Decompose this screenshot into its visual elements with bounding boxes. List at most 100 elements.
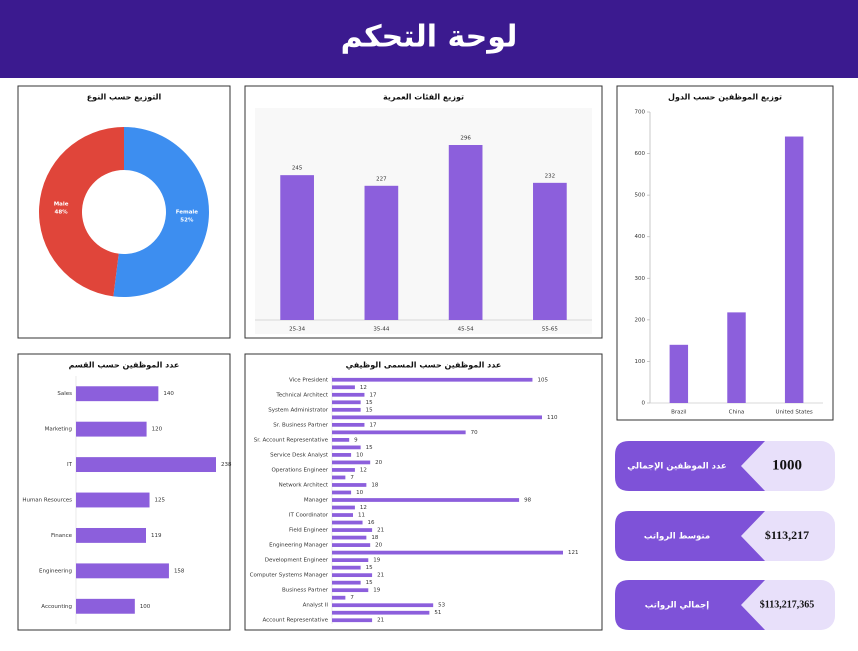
y-tick-label: Accounting: [41, 604, 72, 610]
chart-title: توزيع الموظفين حسب الدول: [668, 93, 782, 102]
y-tick-label: Service Desk Analyst: [270, 452, 329, 458]
y-tick-label: Sr. Account Representative: [254, 437, 329, 443]
bar: [727, 312, 746, 403]
data-label: 16: [368, 520, 375, 526]
bar: [332, 377, 533, 382]
y-tick-label: Vice President: [289, 377, 329, 383]
data-label: 119: [151, 533, 162, 539]
kpi-label-band: [615, 441, 765, 491]
y-tick-label: 100: [635, 359, 646, 365]
y-tick-label: Technical Architect: [275, 392, 329, 398]
data-label: 12: [360, 467, 367, 473]
data-label: 238: [221, 462, 232, 468]
bar: [332, 610, 430, 615]
kpi-label: عدد الموظفين الإجمالي: [627, 462, 726, 472]
data-label: 140: [163, 391, 174, 397]
data-label: 17: [369, 392, 376, 398]
kpi-label: إجمالي الرواتب: [645, 601, 710, 611]
data-label: 245: [292, 166, 303, 172]
y-tick-label: Marketing: [45, 427, 72, 433]
data-label: 20: [375, 460, 382, 466]
bar: [332, 475, 346, 480]
y-tick-label: IT Coordinator: [289, 513, 329, 519]
bar: [784, 136, 804, 403]
y-tick-label: Network Architect: [279, 482, 329, 488]
y-tick-label: Development Engineer: [265, 558, 329, 564]
data-label: 10: [356, 452, 363, 458]
bar: [332, 392, 365, 397]
data-label: 19: [373, 558, 380, 564]
header-bar: [0, 0, 858, 78]
data-label: 15: [366, 580, 373, 586]
y-tick-label: Sales: [57, 391, 72, 397]
chart-title: توزيع الفئات العمرية: [383, 93, 464, 102]
bar: [332, 588, 369, 593]
data-label: 98: [524, 498, 531, 504]
bar: [332, 565, 361, 570]
bar: [332, 580, 361, 585]
data-label: 120: [152, 427, 163, 433]
bar: [76, 563, 169, 579]
data-label: 10: [356, 490, 363, 496]
x-tick-label: China: [729, 410, 745, 416]
bar: [332, 573, 373, 578]
x-tick-label: 35-44: [373, 327, 389, 333]
y-tick-label: 300: [635, 276, 646, 282]
kpi-value: $113,217,365: [760, 599, 814, 610]
bar: [332, 460, 371, 465]
data-label: 17: [369, 422, 376, 428]
y-tick-label: Engineering Manager: [269, 543, 329, 549]
bar: [332, 520, 363, 525]
x-tick-label: 25-34: [289, 327, 305, 333]
x-tick-label: 55-65: [542, 327, 558, 333]
bar: [332, 430, 466, 435]
y-tick-label: 400: [635, 234, 646, 240]
data-label: 21: [377, 528, 384, 534]
kpi-value: 1000: [772, 457, 802, 473]
bar: [332, 483, 367, 487]
bar: [332, 468, 355, 472]
data-label: 232: [545, 173, 556, 179]
data-label: 11: [358, 513, 365, 519]
kpi-label: متوسط الرواتب: [644, 532, 710, 542]
bar: [332, 528, 373, 532]
bar: [332, 400, 361, 405]
chart-title: عدد الموظفين حسب المسمى الوظيفي: [346, 361, 502, 370]
y-tick-label: 200: [635, 317, 646, 323]
data-label: 18: [371, 535, 378, 541]
pie-slice: [113, 127, 210, 297]
bar: [332, 407, 361, 412]
bar: [332, 513, 353, 517]
slice-value-label: 48%: [55, 210, 69, 216]
data-label: 18: [371, 482, 378, 488]
x-tick-label: 45-54: [458, 327, 474, 333]
chart-title: التوزيع حسب النوع: [87, 93, 162, 102]
bar: [332, 558, 369, 562]
data-label: 21: [377, 618, 384, 624]
bar: [332, 422, 365, 427]
data-label: 21: [377, 573, 384, 579]
bar: [332, 618, 373, 623]
bar: [332, 490, 352, 495]
slice-label: Female: [176, 209, 199, 215]
bar: [448, 145, 483, 320]
bar: [332, 453, 352, 457]
bar: [76, 457, 216, 473]
y-tick-label: 500: [635, 193, 646, 199]
y-tick-label: Operations Engineer: [272, 467, 329, 473]
data-label: 12: [360, 385, 367, 391]
bar: [76, 492, 150, 508]
data-label: 15: [366, 400, 373, 406]
kpi-label-band: [615, 580, 765, 630]
bar: [76, 598, 135, 614]
data-label: 20: [375, 543, 382, 549]
data-label: 53: [438, 603, 445, 609]
chart-title: عدد الموظفين حسب القسم: [69, 361, 180, 370]
bar: [332, 385, 355, 390]
bar: [332, 595, 346, 600]
kpi-label-band: [615, 511, 765, 561]
x-tick-label: United States: [776, 410, 813, 416]
y-tick-label: IT: [67, 462, 73, 468]
data-label: 296: [460, 136, 471, 142]
